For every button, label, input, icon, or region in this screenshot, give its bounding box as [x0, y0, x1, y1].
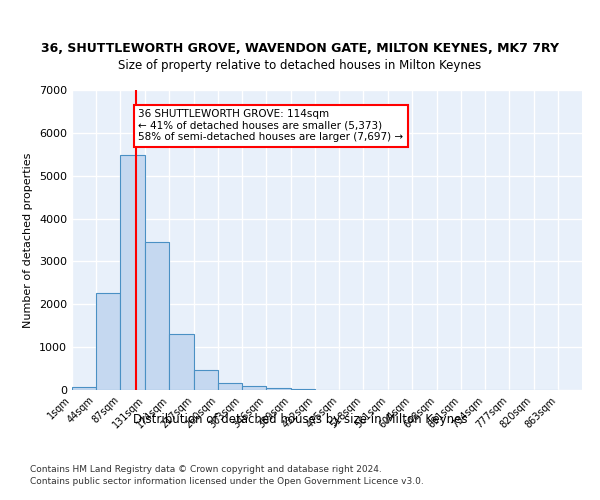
Text: Size of property relative to detached houses in Milton Keynes: Size of property relative to detached ho… — [118, 60, 482, 72]
Text: Distribution of detached houses by size in Milton Keynes: Distribution of detached houses by size … — [133, 412, 467, 426]
Bar — [121, 155, 145, 390]
Text: 36 SHUTTLEWORTH GROVE: 114sqm
← 41% of detached houses are smaller (5,373)
58% o: 36 SHUTTLEWORTH GROVE: 114sqm ← 41% of d… — [139, 110, 404, 142]
Bar — [218, 383, 242, 390]
Bar — [72, 386, 96, 390]
Bar — [242, 386, 266, 390]
Bar — [96, 292, 121, 390]
Bar — [266, 388, 290, 390]
Bar — [194, 370, 218, 390]
Bar — [169, 334, 194, 390]
Text: Contains public sector information licensed under the Open Government Licence v3: Contains public sector information licen… — [30, 478, 424, 486]
Text: 36, SHUTTLEWORTH GROVE, WAVENDON GATE, MILTON KEYNES, MK7 7RY: 36, SHUTTLEWORTH GROVE, WAVENDON GATE, M… — [41, 42, 559, 55]
Bar — [145, 242, 169, 390]
Y-axis label: Number of detached properties: Number of detached properties — [23, 152, 34, 328]
Text: Contains HM Land Registry data © Crown copyright and database right 2024.: Contains HM Land Registry data © Crown c… — [30, 465, 382, 474]
Bar — [290, 388, 315, 390]
